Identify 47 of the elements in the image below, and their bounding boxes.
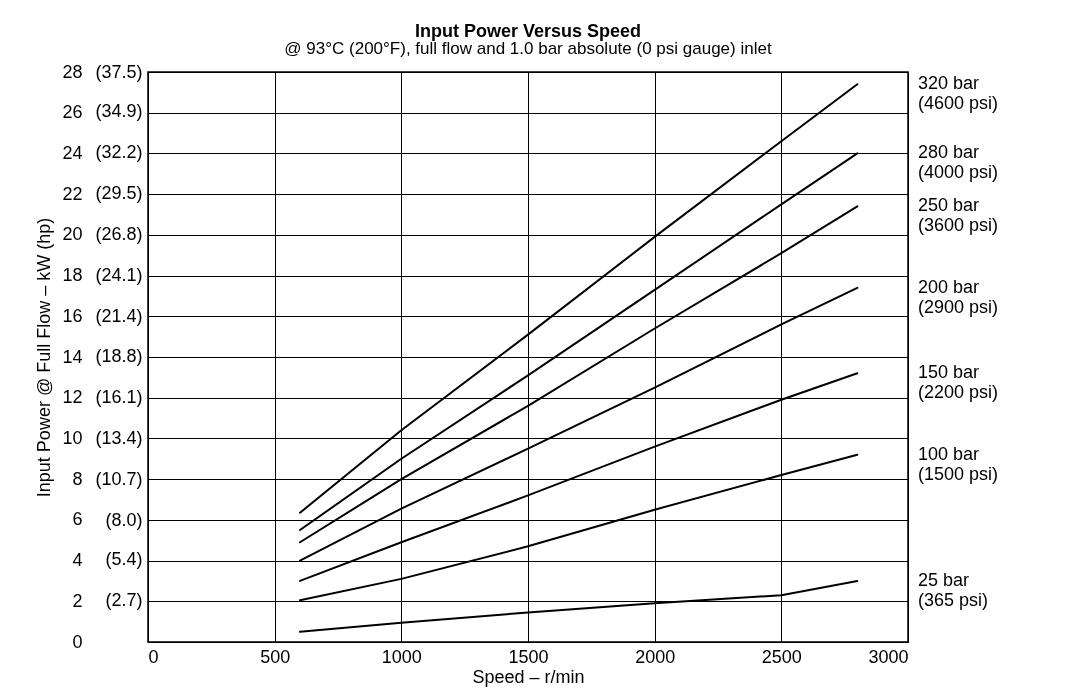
y2-tick-label: (37.5) [95, 61, 143, 82]
y2-tick-label: (8.0) [105, 509, 143, 530]
y2-tick-label: (26.8) [95, 224, 143, 245]
text: 25 bar (365 psi) [918, 569, 989, 610]
x-tick-label: 2000 [635, 646, 676, 667]
y-tick-label: 4 [72, 550, 83, 571]
text: 280 bar (4000 psi) [918, 142, 999, 183]
x-tick-label: 2500 [761, 646, 802, 667]
y-tick-label: 20 [62, 224, 83, 245]
y2-tick-label: (32.2) [95, 142, 143, 163]
y-tick-label: 6 [72, 509, 83, 530]
y2-tick-label: (5.4) [105, 549, 143, 570]
y-tick-label: 0 [72, 631, 83, 652]
y2-tick-label: (29.5) [95, 183, 143, 204]
y-tick-label: 12 [62, 387, 83, 408]
y2-tick-label: (18.8) [95, 345, 143, 366]
y2-tick-label: (2.7) [105, 590, 143, 611]
y-tick-label: 28 [62, 61, 83, 82]
y-tick-label: 10 [62, 427, 83, 448]
y2-tick-label: (13.4) [95, 427, 143, 448]
x-tick-label: 3000 [868, 646, 909, 667]
y-tick-label: 8 [72, 468, 83, 489]
y-tick-label: 2 [72, 590, 83, 611]
text: 320 bar (4600 psi) [918, 73, 999, 114]
y2-tick-label: (34.9) [95, 101, 143, 122]
y-tick-label: 16 [62, 305, 83, 326]
y2-tick-label: (16.1) [95, 386, 143, 407]
y-tick-label: 22 [62, 183, 83, 204]
y2-tick-label: (24.1) [95, 265, 143, 286]
y-tick-label: 14 [62, 346, 83, 367]
chart-subtitle: @ 93°C (200°F), full flow and 1.0 bar absolute (0 psi gauge) inlet [284, 39, 772, 58]
y2-tick-label: (21.4) [95, 306, 143, 327]
x-tick-label: 1000 [381, 646, 422, 667]
x-tick-label: 1500 [508, 646, 549, 667]
x-axis-title: Speed – r/min [472, 666, 585, 687]
text: 150 bar (2200 psi) [918, 362, 999, 403]
y-tick-label: 26 [62, 102, 83, 123]
x-tick-label: 500 [260, 646, 291, 667]
text: 200 bar (2900 psi) [918, 276, 999, 317]
y-tick-label: 18 [62, 265, 83, 286]
x-tick-label: 0 [148, 646, 159, 667]
text: 250 bar (3600 psi) [918, 195, 999, 236]
y-tick-label: 24 [62, 142, 83, 163]
y2-tick-label: (10.7) [95, 468, 143, 489]
chart-title: Input Power Versus Speed [414, 21, 642, 41]
text: 100 bar (1500 psi) [918, 443, 999, 484]
y-axis-title: Input Power @ Full Flow – kW (hp) [34, 217, 55, 498]
